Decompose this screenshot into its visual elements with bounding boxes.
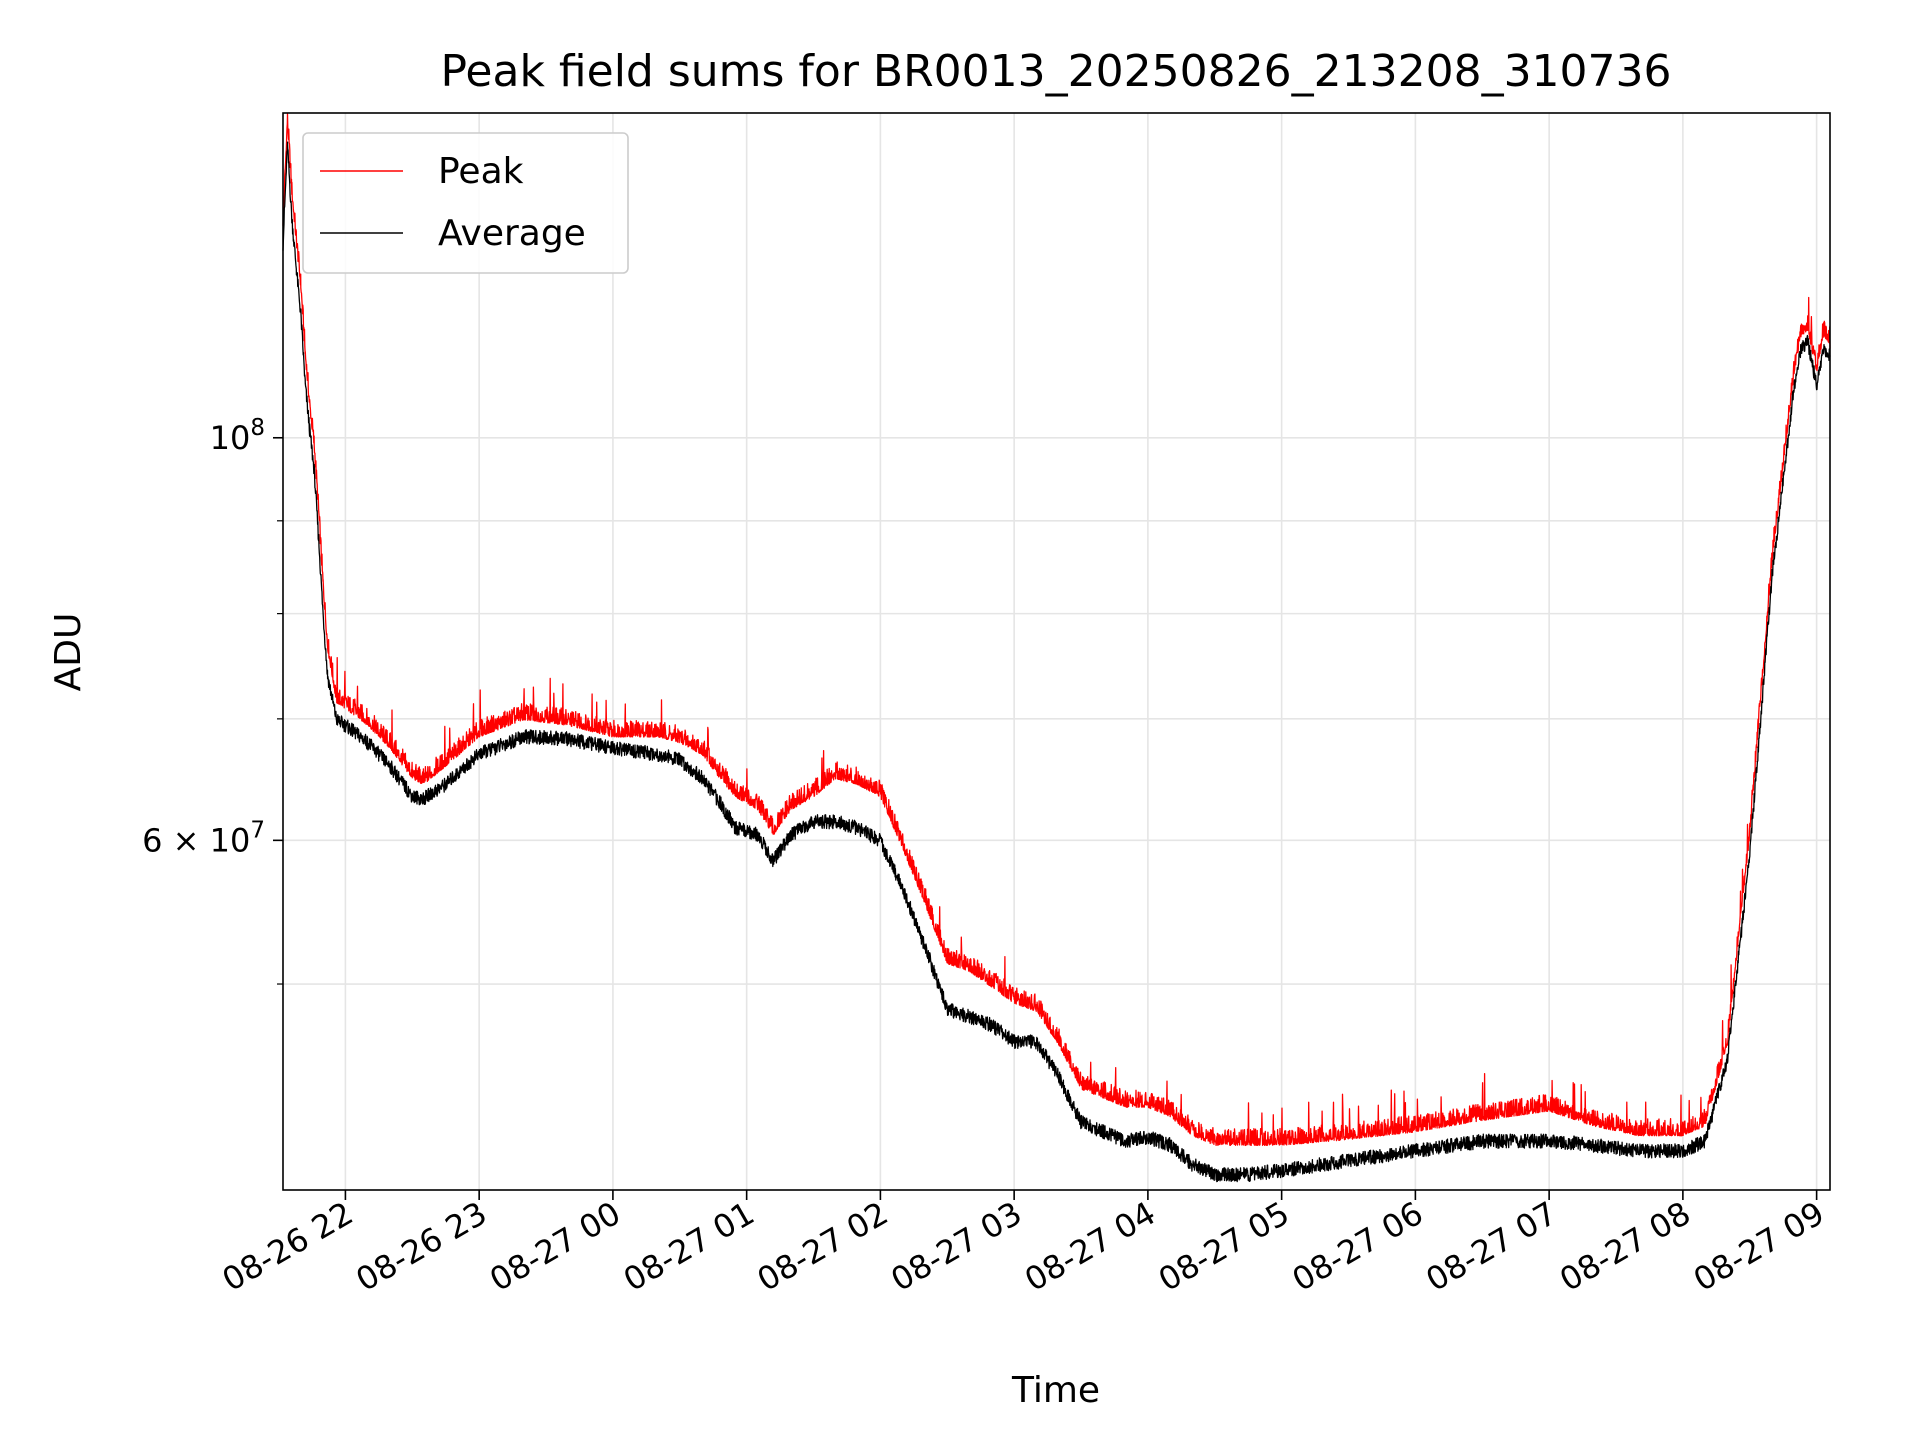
series-line-average	[282, 141, 1831, 1183]
legend-label-peak: Peak	[438, 151, 524, 192]
y-axis: 108 6 × 107	[142, 415, 283, 985]
legend-box	[302, 132, 629, 274]
y-tick-label: 6 × 107	[142, 817, 265, 859]
y-axis-label: ADU	[48, 613, 89, 692]
series-layer	[282, 113, 1831, 1183]
chart-title: Peak field sums for BR0013_20250826_2132…	[440, 46, 1671, 97]
legend: Peak Average	[302, 132, 629, 274]
y-tick-label: 108	[210, 415, 265, 457]
grid-lines	[283, 113, 1830, 1190]
plot-area	[283, 113, 1830, 1190]
legend-label-average: Average	[438, 213, 586, 254]
x-axis-label: Time	[1011, 1370, 1100, 1411]
plot-frame	[282, 112, 1831, 1191]
series-line-peak	[282, 113, 1831, 1147]
